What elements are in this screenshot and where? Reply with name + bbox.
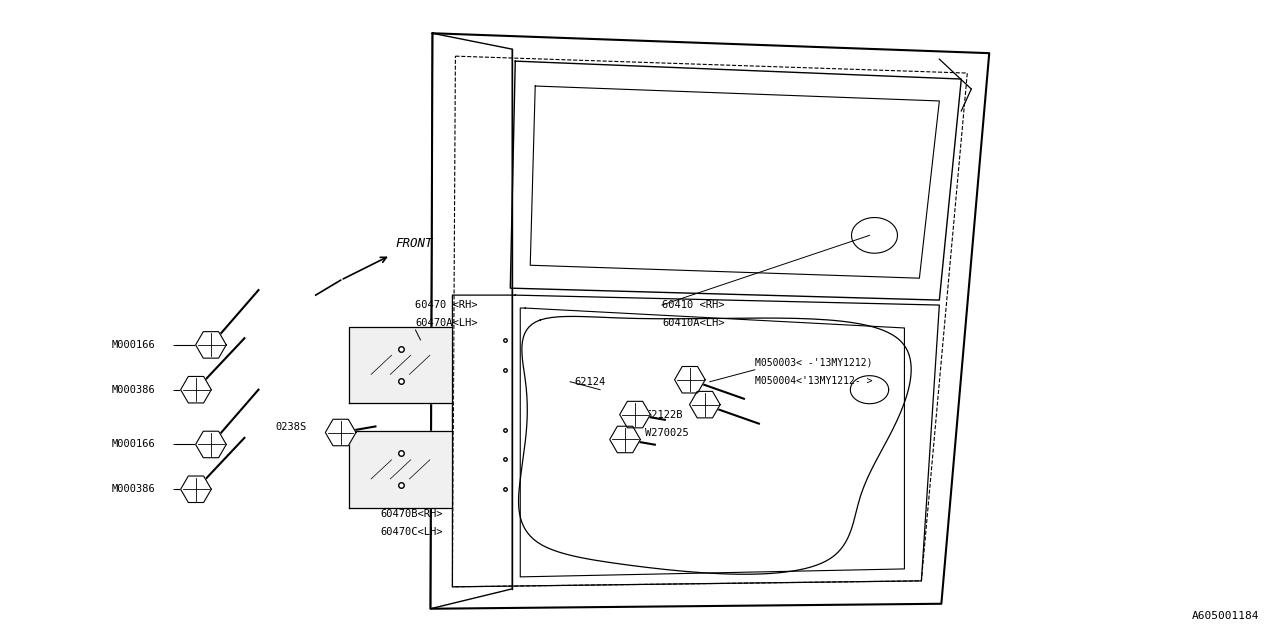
Text: FRONT: FRONT xyxy=(396,237,433,250)
Text: 60410A<LH>: 60410A<LH> xyxy=(662,318,724,328)
Polygon shape xyxy=(609,426,640,452)
Text: M000386: M000386 xyxy=(111,484,155,494)
Polygon shape xyxy=(349,431,452,508)
Polygon shape xyxy=(690,392,721,418)
Text: 0238S: 0238S xyxy=(275,422,307,431)
Text: A605001184: A605001184 xyxy=(1192,611,1260,621)
Text: 62122B: 62122B xyxy=(645,410,682,420)
Polygon shape xyxy=(180,376,211,403)
Text: W270025: W270025 xyxy=(645,428,689,438)
Text: 60470A<LH>: 60470A<LH> xyxy=(416,318,477,328)
Polygon shape xyxy=(325,419,356,445)
Text: M000166: M000166 xyxy=(111,340,155,350)
Text: 60470B<RH>: 60470B<RH> xyxy=(380,509,443,519)
Text: 60410 <RH>: 60410 <RH> xyxy=(662,300,724,310)
Polygon shape xyxy=(675,367,705,393)
Text: 60470 <RH>: 60470 <RH> xyxy=(416,300,477,310)
Text: M000386: M000386 xyxy=(111,385,155,395)
Text: M050003< -'13MY1212): M050003< -'13MY1212) xyxy=(755,358,872,368)
Polygon shape xyxy=(196,332,227,358)
Polygon shape xyxy=(196,431,227,458)
Text: 62124: 62124 xyxy=(575,377,605,387)
Polygon shape xyxy=(620,401,650,428)
Text: 60470C<LH>: 60470C<LH> xyxy=(380,527,443,537)
Polygon shape xyxy=(180,476,211,502)
Text: M000166: M000166 xyxy=(111,440,155,449)
Text: M050004<'13MY1212- >: M050004<'13MY1212- > xyxy=(755,376,872,386)
Polygon shape xyxy=(349,326,452,403)
